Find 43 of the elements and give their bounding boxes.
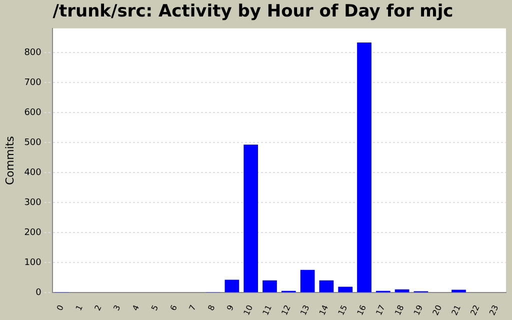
x-tick-label: 4 [130,304,142,312]
y-axis-title: Commits [3,136,16,186]
x-tick-label: 7 [188,304,198,312]
bar [357,42,372,292]
bar [319,280,334,292]
x-tick-label: 12 [280,304,292,317]
x-tick-label: 20 [431,304,444,317]
y-tick-label: 100 [24,258,42,268]
bar [224,280,240,292]
bar [262,280,277,292]
x-tick-label: 15 [336,304,350,317]
y-tick-label: 800 [24,48,42,58]
y-tick-label: 300 [24,198,42,208]
x-tick-label: 17 [374,304,387,317]
bar [244,144,258,292]
y-tick-label: 700 [24,78,42,88]
x-tick-label: 16 [355,304,368,317]
bar [338,286,353,292]
bar [300,270,315,292]
x-tick-label: 10 [242,304,255,317]
y-tick-label: 500 [24,138,42,148]
x-tick-label: 8 [206,304,217,312]
x-tick-label: 2 [93,304,104,312]
x-tick-label: 14 [318,304,330,317]
x-tick-label: 5 [150,304,160,312]
x-tick-label: 13 [298,304,312,317]
x-tick-label: 21 [450,304,462,317]
x-tick-label: 0 [55,304,66,312]
y-tick-label: 400 [24,168,42,178]
x-tick-label: 11 [260,304,274,317]
x-tick-label: 19 [412,304,425,317]
x-tick-label: 23 [488,304,500,317]
y-tick-label: 200 [24,228,42,238]
x-tick-label: 9 [225,304,236,312]
x-tick-label: 22 [468,304,482,317]
x-tick-label: 6 [168,304,179,312]
chart-title: /trunk/src: Activity by Hour of Day for mjc [52,2,454,22]
bar [452,290,466,292]
x-tick-label: 3 [112,304,122,312]
y-tick-label: 0 [36,288,42,298]
x-tick-label: 18 [393,304,406,317]
x-tick-label: 1 [74,304,84,312]
y-tick-label: 600 [24,108,42,118]
